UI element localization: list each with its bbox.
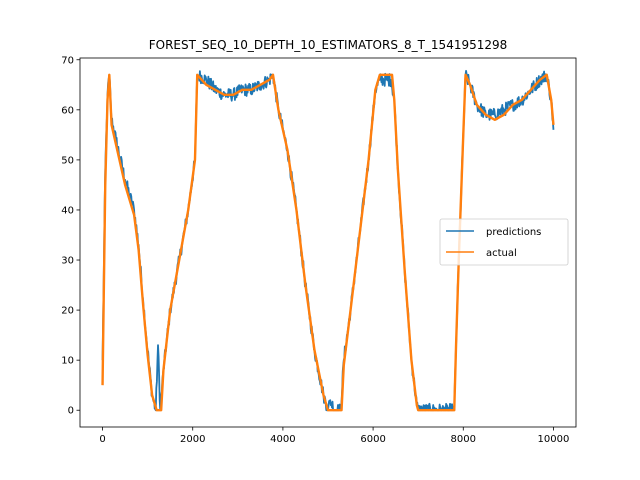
y-tick-label: 40: [61, 205, 74, 216]
y-axis: 0 10 20 30 40 50 60 70: [61, 55, 80, 417]
chart-title: FOREST_SEQ_10_DEPTH_10_ESTIMATORS_8_T_15…: [149, 38, 508, 52]
x-tick-label: 8000: [451, 434, 476, 445]
x-tick-label: 2000: [180, 434, 205, 445]
legend-label-actual: actual: [486, 248, 517, 259]
y-tick-label: 0: [68, 406, 74, 417]
axes-frame: [79, 57, 577, 428]
y-tick-label: 10: [61, 356, 74, 367]
legend: predictions actual: [439, 218, 569, 266]
y-tick-label: 60: [61, 105, 74, 116]
plot-area: [101, 69, 555, 412]
x-tick-label: 0: [99, 434, 105, 445]
legend-entry-actual: actual: [446, 248, 517, 259]
x-axis: 0 2000 4000 6000 8000 10000: [99, 427, 569, 445]
x-tick-label: 4000: [270, 434, 295, 445]
y-tick-label: 70: [61, 55, 74, 66]
x-tick-label: 10000: [538, 434, 570, 445]
legend-entry-predictions: predictions: [446, 227, 541, 238]
y-tick-label: 30: [61, 256, 74, 267]
y-tick-label: 50: [61, 155, 74, 166]
legend-label-predictions: predictions: [486, 227, 541, 238]
series-line-actual: [101, 73, 555, 412]
x-tick-label: 6000: [360, 434, 385, 445]
series-layer: [101, 69, 555, 412]
y-tick-label: 20: [61, 306, 74, 317]
